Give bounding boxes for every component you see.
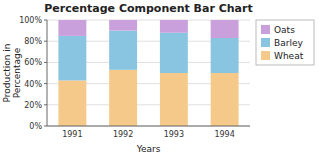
x-axis-label: Years bbox=[136, 144, 161, 154]
y-tick-label: 80% bbox=[24, 37, 42, 46]
bar-segment bbox=[211, 38, 239, 73]
title: Percentage Component Bar Chart bbox=[44, 2, 252, 15]
bar-segment bbox=[109, 20, 137, 31]
bar-segment bbox=[58, 80, 86, 126]
legend-frame bbox=[256, 20, 314, 65]
chart: Percentage Component Bar Chart 0% 20% 40% 60… bbox=[0, 0, 319, 158]
bar-segment bbox=[109, 31, 137, 70]
y-axis bbox=[47, 20, 48, 126]
bar-segment bbox=[160, 33, 188, 73]
legend-swatch bbox=[261, 25, 270, 34]
legend-swatch bbox=[261, 51, 270, 60]
x-tick-label: 1991 bbox=[62, 130, 82, 139]
legend-label: Wheat bbox=[274, 51, 304, 61]
grid-line bbox=[47, 126, 250, 127]
y-tick-label: 20% bbox=[24, 101, 42, 110]
y-axis-label-line: Production in bbox=[2, 44, 12, 103]
x-tick-label: 1994 bbox=[214, 130, 234, 139]
bar-segment bbox=[211, 73, 239, 126]
bar-segment bbox=[160, 20, 188, 33]
bar-segment bbox=[211, 20, 239, 38]
bar-segment bbox=[109, 70, 137, 126]
x-axis bbox=[47, 126, 250, 127]
x-tick-label: 1993 bbox=[164, 130, 184, 139]
legend-swatch bbox=[261, 38, 270, 47]
y-tick-label: 0% bbox=[29, 122, 42, 131]
legend-label: Oats bbox=[274, 25, 295, 35]
bar-segment bbox=[160, 73, 188, 126]
legend: Oats Barley Wheat bbox=[256, 20, 314, 65]
bars bbox=[58, 20, 238, 126]
bar-segment bbox=[58, 36, 86, 81]
y-tick-label: 60% bbox=[24, 58, 42, 67]
y-axis-label-line: Percentage bbox=[12, 47, 22, 98]
y-tick-label: 100% bbox=[19, 16, 42, 25]
x-tick-label: 1992 bbox=[113, 130, 133, 139]
bar-segment bbox=[58, 20, 86, 36]
legend-label: Barley bbox=[274, 38, 303, 48]
y-tick-label: 40% bbox=[24, 80, 42, 89]
y-axis-label: Production inPercentage bbox=[2, 44, 22, 103]
